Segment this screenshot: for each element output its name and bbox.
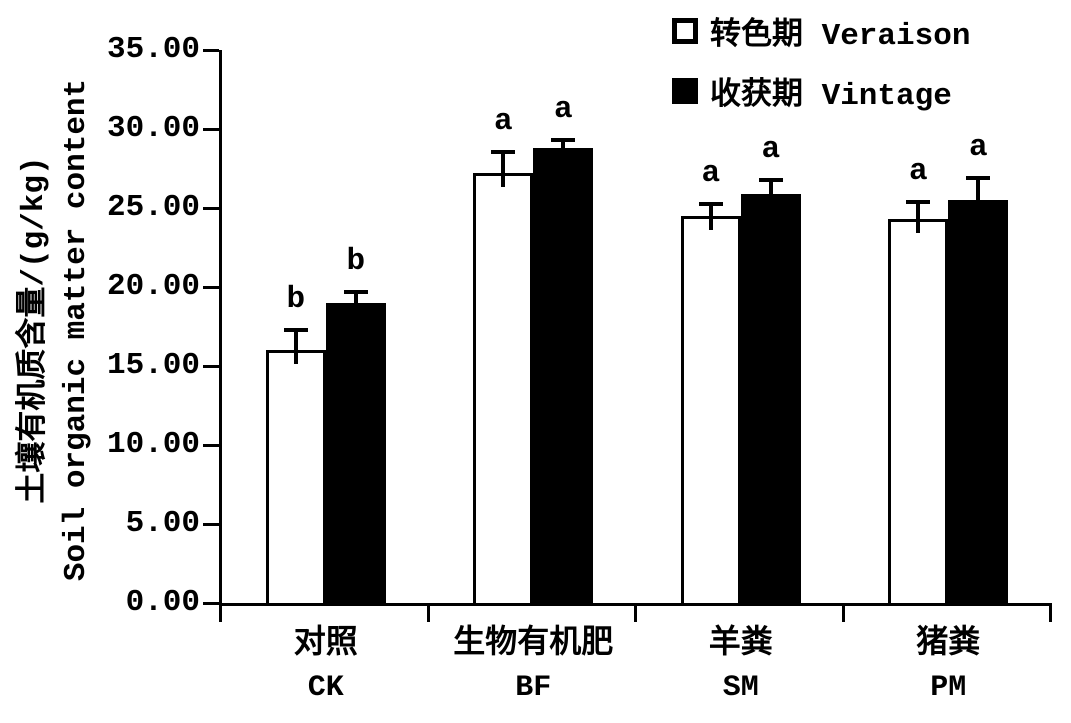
legend-item-vintage: 收获期 Vintage — [672, 68, 970, 114]
y-tick-label: 15.00 — [106, 348, 200, 383]
category-label-en: CK — [307, 671, 344, 705]
filled-square-swatch-icon — [672, 78, 698, 104]
error-bar-cap — [698, 201, 723, 206]
bar-sm-veraison — [680, 215, 741, 603]
significance-letter: a — [553, 92, 573, 128]
legend-label-veraison: 转色期 Veraison — [710, 19, 971, 54]
significance-letter: a — [761, 131, 781, 167]
y-axis-tick — [203, 128, 219, 131]
x-axis-tick — [219, 606, 222, 622]
open-square-swatch-icon — [672, 18, 698, 44]
error-bar-stem — [293, 328, 298, 365]
legend: 转色期 Veraison 收获期 Vintage — [672, 8, 970, 128]
y-tick-label: 30.00 — [106, 111, 200, 146]
bar-bf-vintage — [533, 147, 594, 603]
error-bar-cap — [343, 290, 368, 295]
bar-ck-veraison — [265, 350, 326, 603]
x-axis-tick — [634, 606, 637, 622]
significance-letter: a — [968, 130, 988, 166]
category-label-zh: 羊粪 — [708, 625, 773, 662]
error-bar-cap — [551, 138, 576, 143]
bar-pm-veraison — [888, 219, 949, 603]
bar-ck-vintage — [325, 302, 386, 603]
category-label-en: SM — [722, 671, 759, 705]
error-bar-cap — [283, 328, 308, 333]
y-axis-tick — [203, 365, 219, 368]
error-bar-cap — [758, 177, 783, 182]
category-label-zh: 对照 — [293, 625, 358, 662]
y-axis-tick — [203, 207, 219, 210]
y-tick-label: 25.00 — [106, 190, 200, 225]
category-label-en: PM — [930, 671, 967, 705]
y-axis-tick — [203, 523, 219, 526]
significance-letter: a — [908, 154, 928, 190]
error-bar-stem — [768, 177, 773, 208]
y-axis-tick — [203, 602, 219, 605]
y-tick-label: 20.00 — [106, 269, 200, 304]
error-bar-stem — [976, 176, 981, 215]
category-label-zh: 生物有机肥 — [453, 625, 614, 662]
error-bar-cap — [906, 200, 931, 205]
x-axis-line — [219, 603, 1052, 606]
error-bar-cap — [491, 149, 516, 154]
significance-letter: a — [493, 103, 513, 139]
error-bar-stem — [708, 201, 713, 230]
y-axis-line — [219, 50, 222, 606]
significance-letter: b — [286, 282, 306, 318]
significance-letter: b — [346, 244, 366, 280]
category-label-zh: 猪粪 — [916, 625, 981, 662]
x-axis-tick — [841, 606, 845, 622]
y-axis-tick — [203, 444, 219, 447]
y-tick-label: 35.00 — [106, 32, 200, 67]
error-bar-stem — [501, 149, 506, 188]
legend-item-veraison: 转色期 Veraison — [672, 8, 970, 54]
bar-sm-vintage — [740, 193, 801, 603]
y-tick-label: 0.00 — [125, 585, 200, 620]
y-tick-label: 5.00 — [125, 506, 200, 541]
category-label-en: BF — [515, 671, 552, 705]
bar-pm-vintage — [948, 200, 1009, 603]
legend-label-vintage: 收获期 Vintage — [710, 79, 952, 114]
error-bar-stem — [353, 290, 358, 317]
y-axis-tick — [203, 49, 219, 52]
error-bar-stem — [561, 138, 566, 162]
y-axis-tick — [203, 286, 219, 289]
x-axis-tick — [1049, 606, 1052, 622]
x-axis-tick — [426, 606, 430, 622]
y-tick-label: 10.00 — [106, 427, 200, 462]
bar-bf-veraison — [473, 173, 534, 603]
significance-letter: a — [701, 155, 721, 191]
error-bar-cap — [966, 176, 991, 181]
error-bar-stem — [916, 200, 921, 234]
